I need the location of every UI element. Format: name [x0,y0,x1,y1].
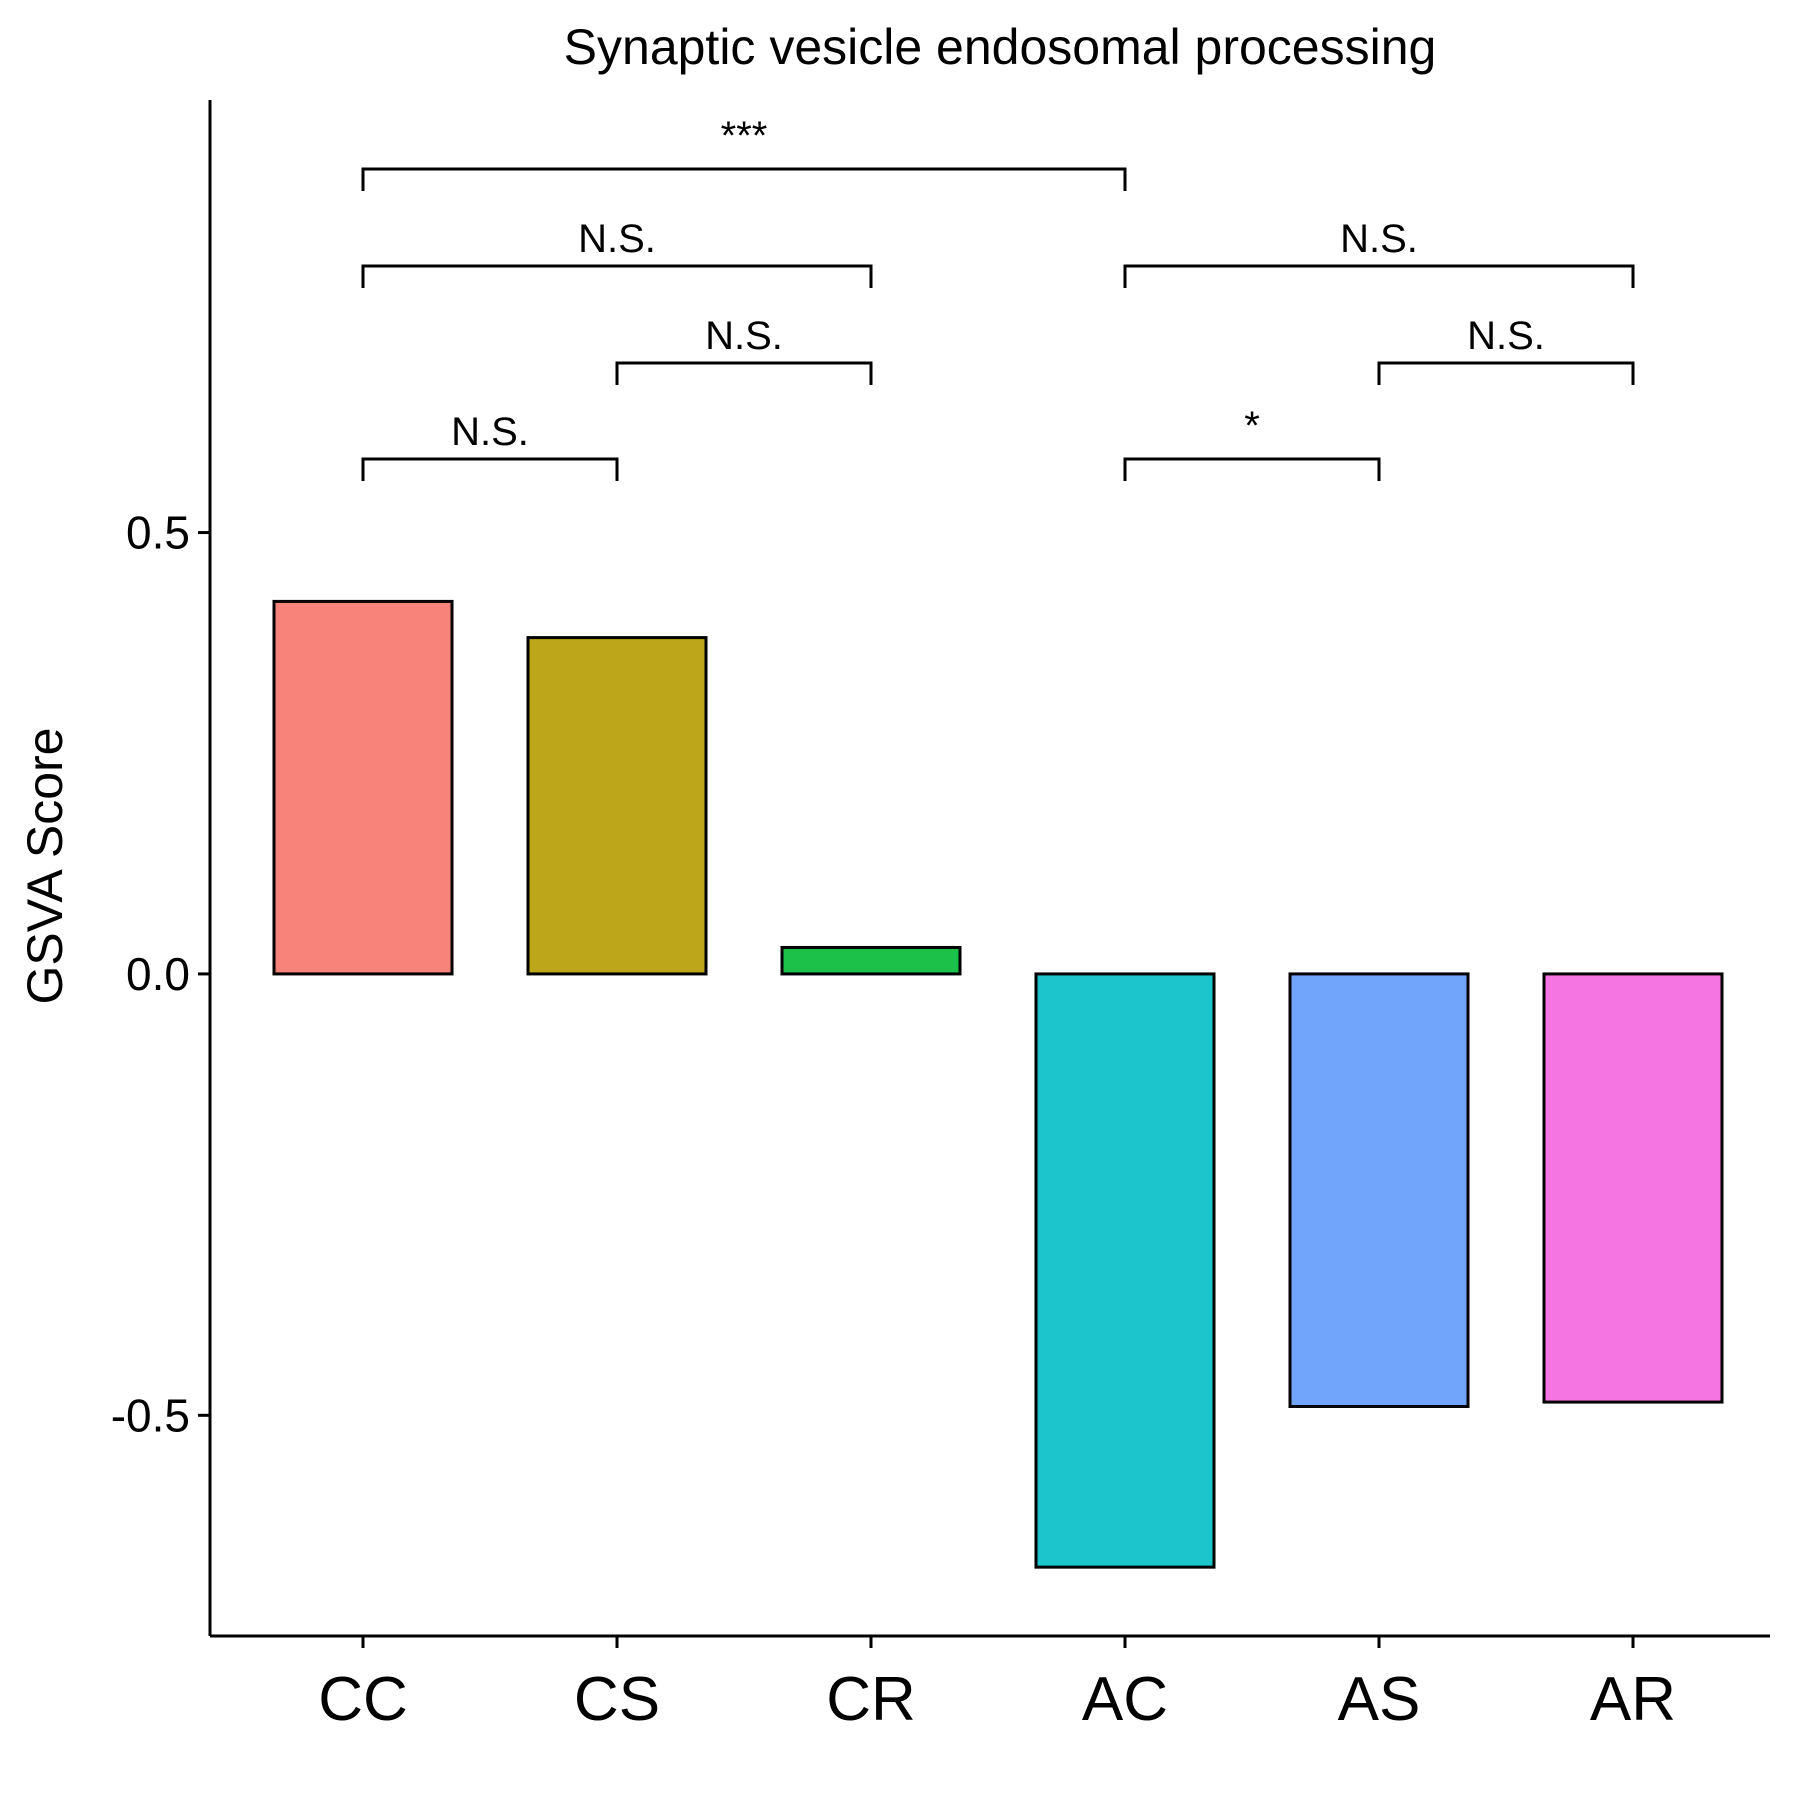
x-tick-label: AS [1338,1665,1421,1734]
bar-ar [1542,972,1724,1404]
significance-bracket [1123,264,1635,288]
significance-bracket [1123,457,1381,481]
significance-label: N.S. [705,314,783,358]
y-tick-label: 0.0 [126,948,190,1000]
significance-brackets: N.S. * N.S. N.S. N.S. N.S. *** [361,114,1635,481]
x-tick-label: AR [1590,1665,1676,1734]
significance-label: *** [721,114,768,158]
y-tick-label: 0.5 [126,507,190,559]
significance-label: N.S. [578,217,656,261]
bar-cr [780,945,962,976]
significance-bracket [1377,361,1635,385]
significance-label: N.S. [1340,217,1418,261]
significance-label: N.S. [1467,314,1545,358]
chart-title: Synaptic vesicle endosomal processing [564,19,1437,75]
bars-group [272,599,1724,1569]
significance-label: N.S. [451,410,529,454]
significance-bracket [361,167,1127,191]
bar-cc [272,599,454,976]
bar-ac [1034,972,1216,1569]
bar-cs [526,636,708,976]
significance-label: * [1244,404,1260,448]
x-tick-label: AC [1082,1665,1168,1734]
y-axis-ticks: -0.5 0.0 0.5 [111,507,210,1441]
x-tick-label: CC [318,1665,408,1734]
x-tick-label: CS [574,1665,660,1734]
y-tick-label: -0.5 [111,1389,190,1441]
x-axis-ticks: CC CS CR AC AS AR [318,1636,1676,1734]
significance-bracket [361,457,619,481]
significance-bracket [615,361,873,385]
significance-bracket [361,264,873,288]
bar-as [1288,972,1470,1408]
y-axis-label: GSVA Score [17,728,73,1005]
x-tick-label: CR [826,1665,916,1734]
